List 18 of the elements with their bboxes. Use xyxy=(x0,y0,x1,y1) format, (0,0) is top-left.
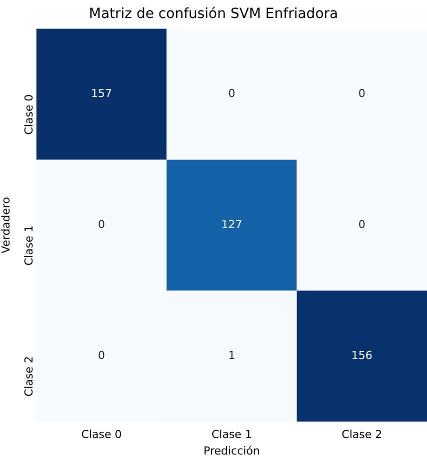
x-axis-title: Predicción xyxy=(204,444,260,458)
data-label: 0 xyxy=(358,218,366,232)
chart-title: Matriz de confusión SVM Enfriadora xyxy=(88,6,338,22)
data-label: 157 xyxy=(91,87,112,100)
data-label: 0 xyxy=(98,348,105,362)
data-label: 156 xyxy=(351,348,372,362)
y-tick-label: Clase 0 xyxy=(22,94,36,135)
y-axis-title: Verdadero xyxy=(0,196,12,254)
data-label: 0 xyxy=(98,218,105,232)
data-label: 1 xyxy=(228,348,236,362)
x-tick-label: Clase 0 xyxy=(81,428,122,442)
data-label: 0 xyxy=(358,87,366,100)
data-label: 0 xyxy=(228,87,236,100)
data-label: 127 xyxy=(221,218,242,232)
y-tick-label: Clase 1 xyxy=(22,225,36,266)
y-tick-label: Clase 2 xyxy=(22,356,36,397)
x-tick-label: Clase 1 xyxy=(211,428,252,442)
x-tick-label: Clase 2 xyxy=(342,428,382,442)
